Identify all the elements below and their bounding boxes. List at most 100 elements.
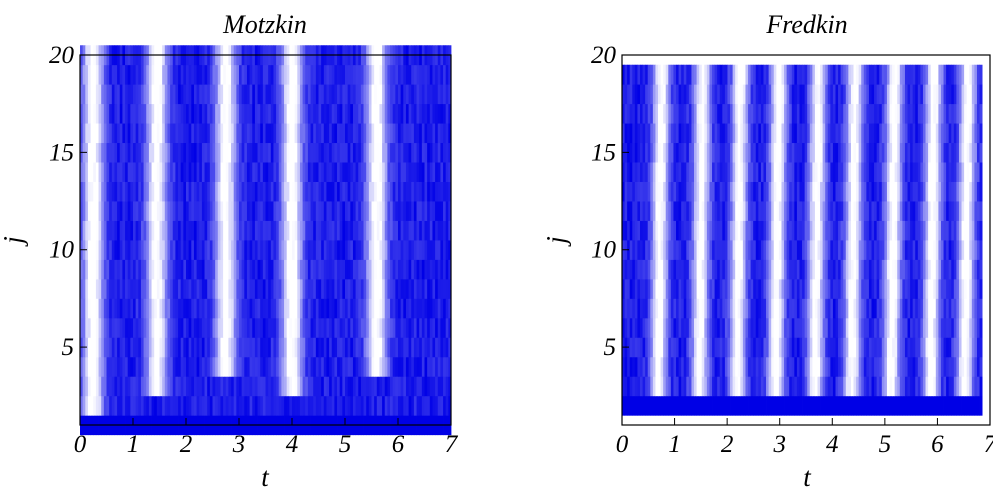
heatmap-cell	[980, 396, 983, 416]
heatmap-cell	[422, 123, 425, 143]
heatmap-cell	[281, 240, 284, 260]
heatmap-cell	[242, 84, 245, 104]
heatmap-cell	[170, 182, 173, 202]
heatmap-cell	[666, 143, 669, 163]
heatmap-cell	[297, 298, 300, 318]
heatmap-cell	[836, 240, 839, 260]
heatmap-cell	[668, 318, 671, 338]
heatmap-cell	[792, 143, 795, 163]
heatmap-cell	[920, 318, 923, 338]
heatmap-cell	[861, 337, 864, 357]
heatmap-cell	[766, 279, 769, 299]
heatmap-cell	[85, 396, 88, 416]
heatmap-cell	[350, 104, 353, 124]
heatmap-cell	[435, 123, 438, 143]
heatmap-cell	[890, 259, 893, 279]
heatmap-cell	[872, 201, 875, 221]
heatmap-cell	[419, 298, 422, 318]
heatmap-cell	[936, 221, 939, 241]
heatmap-cell	[650, 298, 653, 318]
heatmap-cell	[273, 376, 276, 396]
heatmap-cell	[160, 396, 163, 416]
heatmap-cell	[725, 123, 728, 143]
heatmap-cell	[877, 318, 880, 338]
heatmap-cell	[936, 143, 939, 163]
heatmap-cell	[96, 240, 99, 260]
heatmap-cell	[387, 84, 390, 104]
heatmap-cell	[923, 143, 926, 163]
heatmap-cell	[160, 182, 163, 202]
heatmap-cell	[751, 259, 754, 279]
heatmap-cell	[890, 182, 893, 202]
heatmap-cell	[157, 396, 160, 416]
heatmap-cell	[823, 337, 826, 357]
heatmap-cell	[107, 84, 110, 104]
heatmap-cell	[337, 396, 340, 416]
heatmap-cell	[427, 298, 430, 318]
heatmap-cell	[980, 123, 983, 143]
heatmap-cell	[810, 298, 813, 318]
heatmap-cell	[799, 221, 802, 241]
heatmap-cell	[308, 240, 311, 260]
heatmap-cell	[691, 318, 694, 338]
heatmap-cell	[430, 357, 433, 377]
heatmap-cell	[931, 376, 934, 396]
heatmap-cell	[207, 201, 210, 221]
heatmap-cell	[157, 357, 160, 377]
heatmap-cell	[815, 279, 818, 299]
heatmap-cell	[202, 65, 205, 85]
heatmap-cell	[403, 104, 406, 124]
heatmap-cell	[258, 123, 261, 143]
heatmap-cell	[841, 162, 844, 182]
heatmap-cell	[779, 123, 782, 143]
heatmap-cell	[183, 279, 186, 299]
heatmap-cell	[303, 221, 306, 241]
heatmap-cell	[933, 162, 936, 182]
heatmap-cell	[337, 240, 340, 260]
heatmap-cell	[372, 162, 375, 182]
heatmap-cell	[884, 259, 887, 279]
heatmap-cell	[379, 357, 382, 377]
heatmap-cell	[213, 357, 216, 377]
heatmap-cell	[122, 162, 125, 182]
heatmap-cell	[830, 357, 833, 377]
heatmap-cell	[215, 221, 218, 241]
heatmap-cell	[398, 279, 401, 299]
heatmap-cell	[273, 162, 276, 182]
heatmap-cell	[234, 259, 237, 279]
heatmap-cell	[635, 337, 638, 357]
heatmap-cell	[637, 396, 640, 416]
heatmap-cell	[157, 298, 160, 318]
heatmap-cell	[173, 376, 176, 396]
heatmap-cell	[866, 221, 869, 241]
heatmap-cell	[220, 396, 223, 416]
heatmap-cell	[841, 279, 844, 299]
heatmap-cell	[385, 259, 388, 279]
heatmap-cell	[342, 318, 345, 338]
heatmap-cell	[160, 221, 163, 241]
heatmap-cell	[395, 259, 398, 279]
heatmap-cell	[743, 396, 746, 416]
heatmap-cell	[125, 104, 128, 124]
heatmap-cell	[756, 298, 759, 318]
heatmap-cell	[833, 240, 836, 260]
heatmap-cell	[969, 182, 972, 202]
heatmap-cell	[740, 182, 743, 202]
heatmap-cell	[385, 376, 388, 396]
heatmap-cell	[239, 240, 242, 260]
heatmap-cell	[874, 201, 877, 221]
heatmap-cell	[720, 201, 723, 221]
heatmap-cell	[133, 162, 136, 182]
heatmap-cell	[640, 240, 643, 260]
heatmap-cell	[733, 337, 736, 357]
heatmap-cell	[843, 221, 846, 241]
heatmap-cell	[120, 104, 123, 124]
heatmap-cell	[702, 221, 705, 241]
heatmap-cell	[316, 65, 319, 85]
heatmap-cell	[409, 279, 412, 299]
heatmap-cell	[725, 259, 728, 279]
heatmap-cell	[725, 240, 728, 260]
heatmap-cell	[114, 84, 117, 104]
heatmap-cell	[637, 318, 640, 338]
heatmap-cell	[252, 376, 255, 396]
